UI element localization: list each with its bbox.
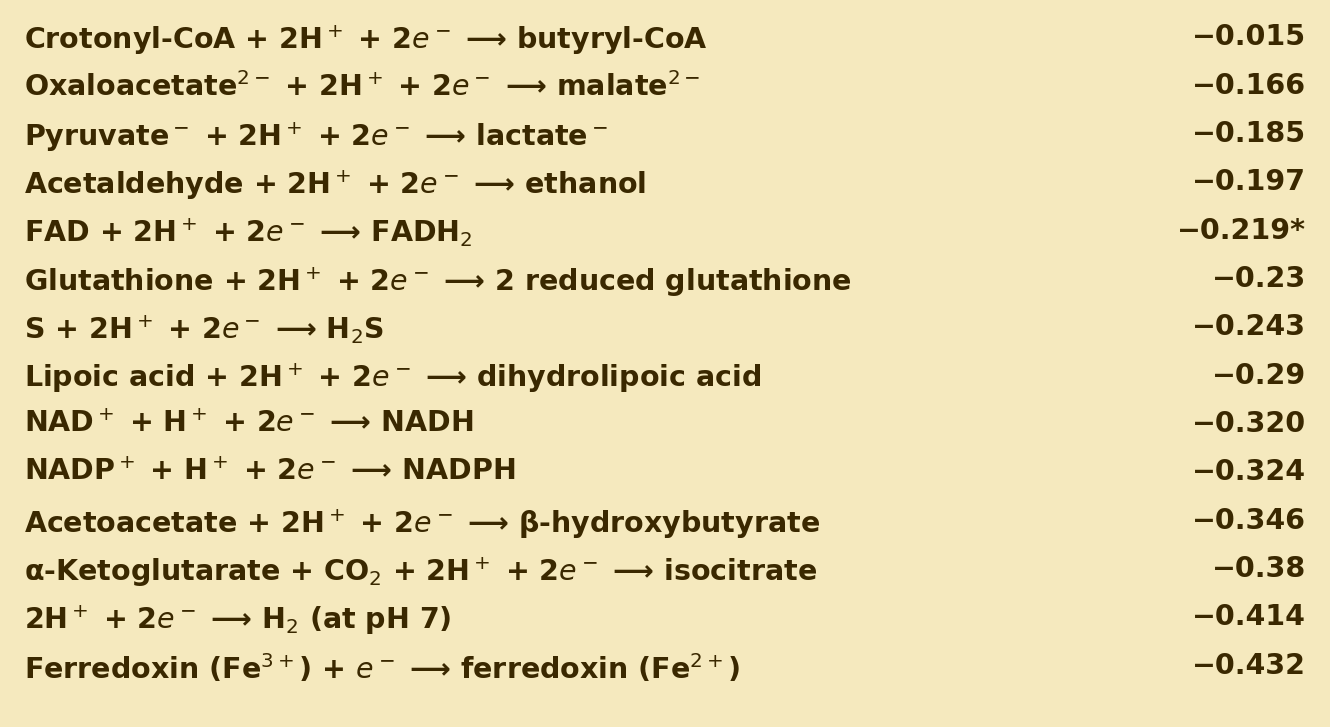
Text: −0.23: −0.23: [1212, 265, 1306, 293]
Text: Crotonyl-CoA + 2H$^+$ + 2$e^-$ ⟶ butyryl-CoA: Crotonyl-CoA + 2H$^+$ + 2$e^-$ ⟶ butyryl…: [24, 23, 708, 57]
Text: FAD + 2H$^+$ + 2$e^-$ ⟶ FADH$_2$: FAD + 2H$^+$ + 2$e^-$ ⟶ FADH$_2$: [24, 217, 472, 249]
Text: 2H$^+$ + 2$e^-$ ⟶ H$_2$ (at pH 7): 2H$^+$ + 2$e^-$ ⟶ H$_2$ (at pH 7): [24, 603, 452, 637]
Text: Ferredoxin (Fe$^{3+}$) + $e^-$ ⟶ ferredoxin (Fe$^{2+}$): Ferredoxin (Fe$^{3+}$) + $e^-$ ⟶ ferredo…: [24, 652, 741, 685]
Text: NADP$^+$ + H$^+$ + 2$e^-$ ⟶ NADPH: NADP$^+$ + H$^+$ + 2$e^-$ ⟶ NADPH: [24, 459, 515, 486]
Text: −0.197: −0.197: [1192, 169, 1306, 196]
Text: NAD$^+$ + H$^+$ + 2$e^-$ ⟶ NADH: NAD$^+$ + H$^+$ + 2$e^-$ ⟶ NADH: [24, 410, 473, 438]
Text: Lipoic acid + 2H$^+$ + 2$e^-$ ⟶ dihydrolipoic acid: Lipoic acid + 2H$^+$ + 2$e^-$ ⟶ dihydrol…: [24, 362, 761, 395]
Text: S + 2H$^+$ + 2$e^-$ ⟶ H$_2$S: S + 2H$^+$ + 2$e^-$ ⟶ H$_2$S: [24, 313, 384, 346]
Text: −0.015: −0.015: [1192, 23, 1306, 52]
Text: Acetoacetate + 2H$^+$ + 2$e^-$ ⟶ β-hydroxybutyrate: Acetoacetate + 2H$^+$ + 2$e^-$ ⟶ β-hydro…: [24, 507, 821, 540]
Text: α-Ketoglutarate + CO$_2$ + 2H$^+$ + 2$e^-$ ⟶ isocitrate: α-Ketoglutarate + CO$_2$ + 2H$^+$ + 2$e^…: [24, 555, 817, 589]
Text: −0.29: −0.29: [1212, 362, 1306, 390]
Text: −0.324: −0.324: [1192, 459, 1306, 486]
Text: −0.38: −0.38: [1212, 555, 1306, 583]
Text: −0.243: −0.243: [1192, 313, 1306, 342]
Text: −0.346: −0.346: [1192, 507, 1306, 535]
Text: −0.166: −0.166: [1192, 72, 1306, 100]
Text: −0.320: −0.320: [1192, 410, 1306, 438]
Text: −0.185: −0.185: [1192, 120, 1306, 148]
Text: Pyruvate$^-$ + 2H$^+$ + 2$e^-$ ⟶ lactate$^-$: Pyruvate$^-$ + 2H$^+$ + 2$e^-$ ⟶ lactate…: [24, 120, 608, 153]
Text: −0.432: −0.432: [1192, 652, 1306, 680]
Text: Glutathione + 2H$^+$ + 2$e^-$ ⟶ 2 reduced glutathione: Glutathione + 2H$^+$ + 2$e^-$ ⟶ 2 reduce…: [24, 265, 851, 299]
Text: −0.414: −0.414: [1192, 603, 1306, 632]
Text: −0.219*: −0.219*: [1177, 217, 1306, 245]
Text: Oxaloacetate$^{2-}$ + 2H$^+$ + 2$e^-$ ⟶ malate$^{2-}$: Oxaloacetate$^{2-}$ + 2H$^+$ + 2$e^-$ ⟶ …: [24, 72, 701, 102]
Text: Acetaldehyde + 2H$^+$ + 2$e^-$ ⟶ ethanol: Acetaldehyde + 2H$^+$ + 2$e^-$ ⟶ ethanol: [24, 169, 646, 202]
